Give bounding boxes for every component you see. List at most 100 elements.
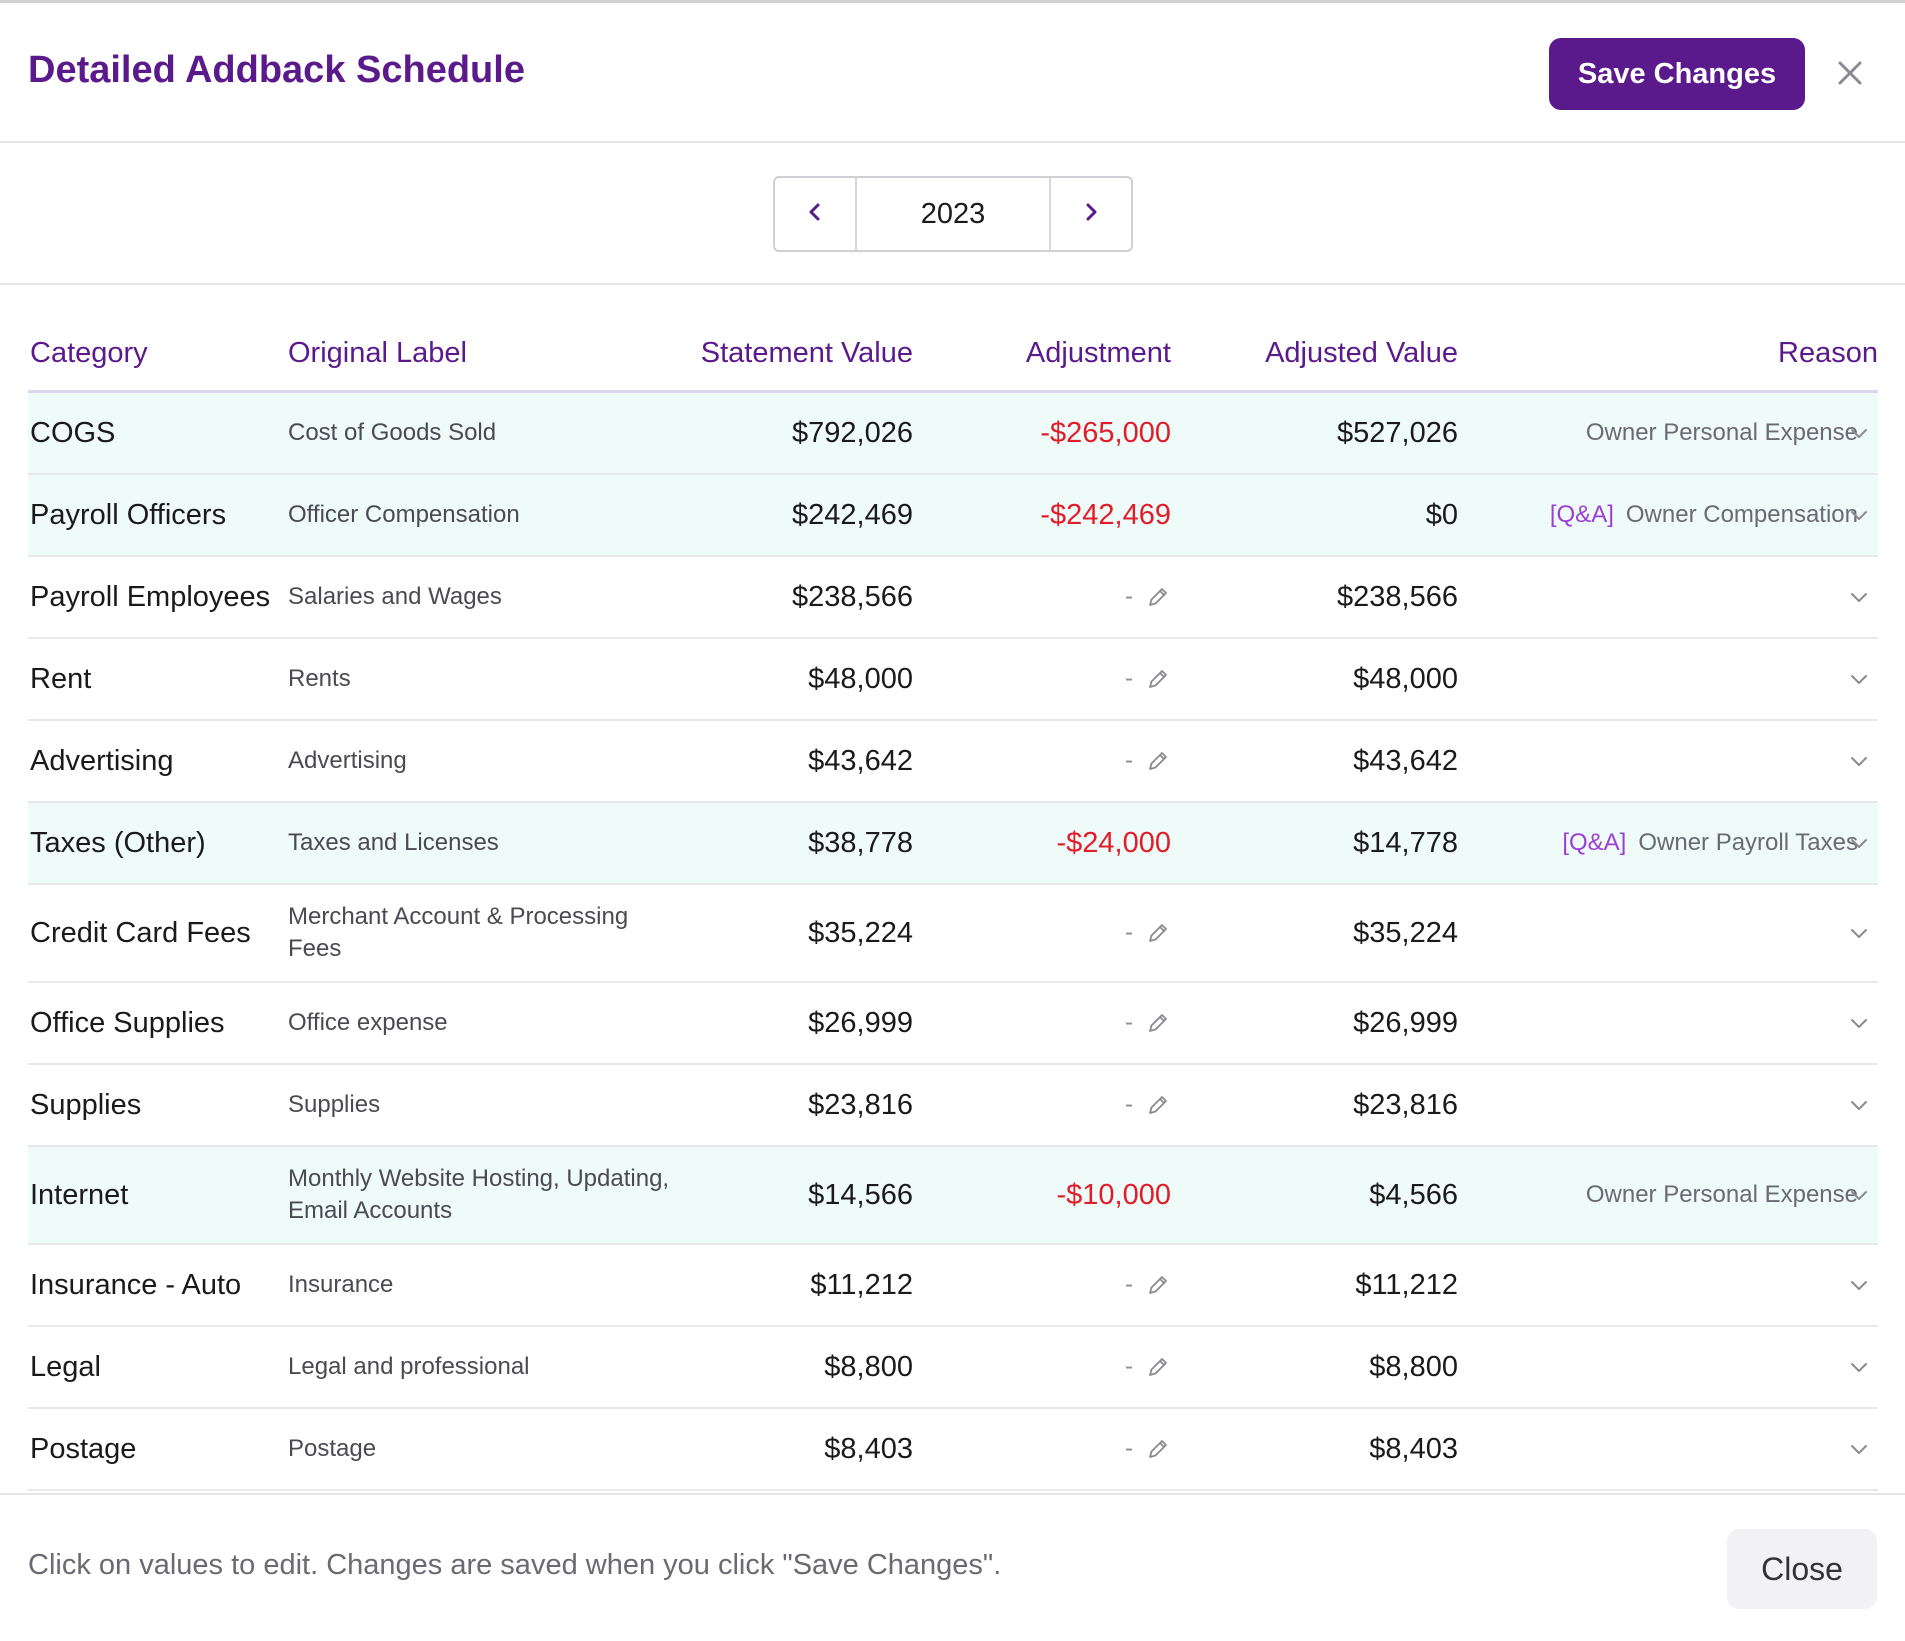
adjusted-value-cell: $35,224 [1353,916,1458,949]
footer-hint-text: Click on values to edit. Changes are sav… [28,1549,1002,1581]
pencil-edit-icon[interactable] [1145,666,1171,692]
year-value: 2023 [920,197,986,230]
statement-value-cell[interactable]: $14,566 [808,1178,913,1211]
statement-value-cell[interactable]: $792,026 [792,416,913,449]
table-row: Credit Card Fees Merchant Account & Proce… [28,885,1878,983]
adjustment-cell[interactable]: - [928,885,1171,981]
chevron-down-icon[interactable] [1840,557,1878,637]
pencil-edit-icon[interactable] [1145,584,1171,610]
category-cell: Payroll Officers [30,498,227,531]
adjustment-value: - [1125,1091,1133,1118]
chevron-left-icon [804,201,826,228]
statement-value-cell[interactable]: $38,778 [808,826,913,859]
previous-year-button[interactable] [775,178,857,250]
reason-cell[interactable]: [Q&A] Owner Compensation [1468,475,1858,555]
close-icon[interactable] [1830,53,1870,93]
statement-value-cell[interactable]: $11,212 [810,1268,913,1301]
qa-tag: [Q&A] [1549,501,1614,528]
pencil-edit-icon[interactable] [1145,748,1171,774]
table-row: Supplies Supplies $23,816 - $23,816 [28,1065,1878,1147]
statement-value-cell[interactable]: $48,000 [808,662,913,695]
next-year-button[interactable] [1049,178,1131,250]
chevron-down-icon[interactable] [1840,475,1878,555]
reason-cell[interactable] [1468,983,1858,1063]
adjustment-value: - [1125,1353,1133,1380]
adjustment-cell[interactable]: - [928,557,1171,637]
table-row: Postage Postage $8,403 - $8,403 [28,1409,1878,1491]
reason-cell[interactable] [1468,1327,1858,1407]
modal-header: Detailed Addback Schedule Save Changes [0,3,1905,143]
chevron-down-icon[interactable] [1840,639,1878,719]
reason-cell[interactable] [1468,1065,1858,1145]
adjustment-cell[interactable]: -$242,469 [928,475,1171,555]
statement-value-cell[interactable]: $26,999 [808,1006,913,1039]
adjustment-cell[interactable]: - [928,1327,1171,1407]
adjustment-cell[interactable]: - [928,721,1171,801]
category-cell: Office Supplies [30,1006,225,1039]
chevron-down-icon[interactable] [1840,1327,1878,1407]
chevron-down-icon[interactable] [1840,1409,1878,1489]
adjustment-cell[interactable]: - [928,1409,1171,1489]
table-row: Payroll Officers Officer Compensation $242… [28,475,1878,557]
original-label-cell: Advertising [288,747,407,774]
adjusted-value-cell: $0 [1425,498,1458,531]
statement-value-cell[interactable]: $8,800 [824,1350,913,1383]
table-row: Advertising Advertising $43,642 - $43,642 [28,721,1878,803]
statement-value-cell[interactable]: $43,642 [808,744,913,777]
pencil-edit-icon[interactable] [1145,1092,1171,1118]
pencil-edit-icon[interactable] [1145,1436,1171,1462]
statement-value-cell[interactable]: $242,469 [792,498,913,531]
original-label-cell: Insurance [288,1271,394,1298]
reason-cell[interactable]: Owner Personal Expense [1468,1147,1858,1243]
adjustment-cell[interactable]: -$10,000 [928,1147,1172,1243]
reason-cell[interactable] [1468,885,1858,981]
reason-cell[interactable] [1468,721,1858,801]
pencil-edit-icon[interactable] [1145,920,1171,946]
chevron-down-icon[interactable] [1840,983,1878,1063]
column-header-original-label: Original Label [288,337,467,369]
statement-value-cell[interactable]: $23,816 [808,1088,913,1121]
reason-cell[interactable] [1468,557,1858,637]
close-button[interactable]: Close [1727,1529,1877,1609]
chevron-down-icon[interactable] [1840,721,1878,801]
adjustment-value: - [1125,1271,1133,1298]
original-label-cell: Taxes and Licenses [288,829,499,856]
adjustment-cell[interactable]: -$265,000 [928,393,1171,473]
adjustment-cell[interactable]: - [928,639,1171,719]
table-row: COGS Cost of Goods Sold $792,026 -$265,000 $… [28,393,1878,475]
pencil-edit-icon[interactable] [1145,1272,1171,1298]
category-cell: COGS [30,416,116,449]
adjustment-cell[interactable]: -$24,000 [928,803,1172,883]
adjusted-value-cell: $26,999 [1353,1006,1458,1039]
chevron-down-icon[interactable] [1840,803,1878,883]
statement-value-cell[interactable]: $35,224 [808,916,913,949]
adjustment-value: - [1125,665,1133,692]
adjustment-cell[interactable]: - [928,1245,1171,1325]
original-label-cell: Officer Compensation [288,501,520,528]
chevron-down-icon[interactable] [1840,393,1878,473]
reason-cell[interactable] [1468,639,1858,719]
adjustment-cell[interactable]: - [928,983,1171,1063]
adjustment-value: -$10,000 [1056,1178,1172,1211]
table-row: Payroll Employees Salaries and Wages $238,… [28,557,1878,639]
reason-cell[interactable]: Owner Personal Expense [1468,393,1858,473]
adjustment-cell[interactable]: - [928,1065,1171,1145]
reason-cell[interactable]: [Q&A] Owner Payroll Taxes [1468,803,1858,883]
chevron-down-icon[interactable] [1840,1147,1878,1243]
original-label-cell: Legal and professional [288,1353,530,1380]
save-changes-button[interactable]: Save Changes [1549,38,1805,110]
column-header-reason: Reason [1778,337,1878,369]
modal-footer: Click on values to edit. Changes are sav… [0,1493,1905,1641]
reason-cell[interactable] [1468,1409,1858,1489]
chevron-down-icon[interactable] [1840,1065,1878,1145]
pencil-edit-icon[interactable] [1145,1354,1171,1380]
reason-cell[interactable] [1468,1245,1858,1325]
chevron-down-icon[interactable] [1840,1245,1878,1325]
adjustment-value: - [1125,583,1133,610]
chevron-down-icon[interactable] [1840,885,1878,981]
pencil-edit-icon[interactable] [1145,1010,1171,1036]
table-row: Rent Rents $48,000 - $48,000 [28,639,1878,721]
adjusted-value-cell: $8,800 [1369,1350,1458,1383]
statement-value-cell[interactable]: $8,403 [824,1432,913,1465]
statement-value-cell[interactable]: $238,566 [792,580,913,613]
